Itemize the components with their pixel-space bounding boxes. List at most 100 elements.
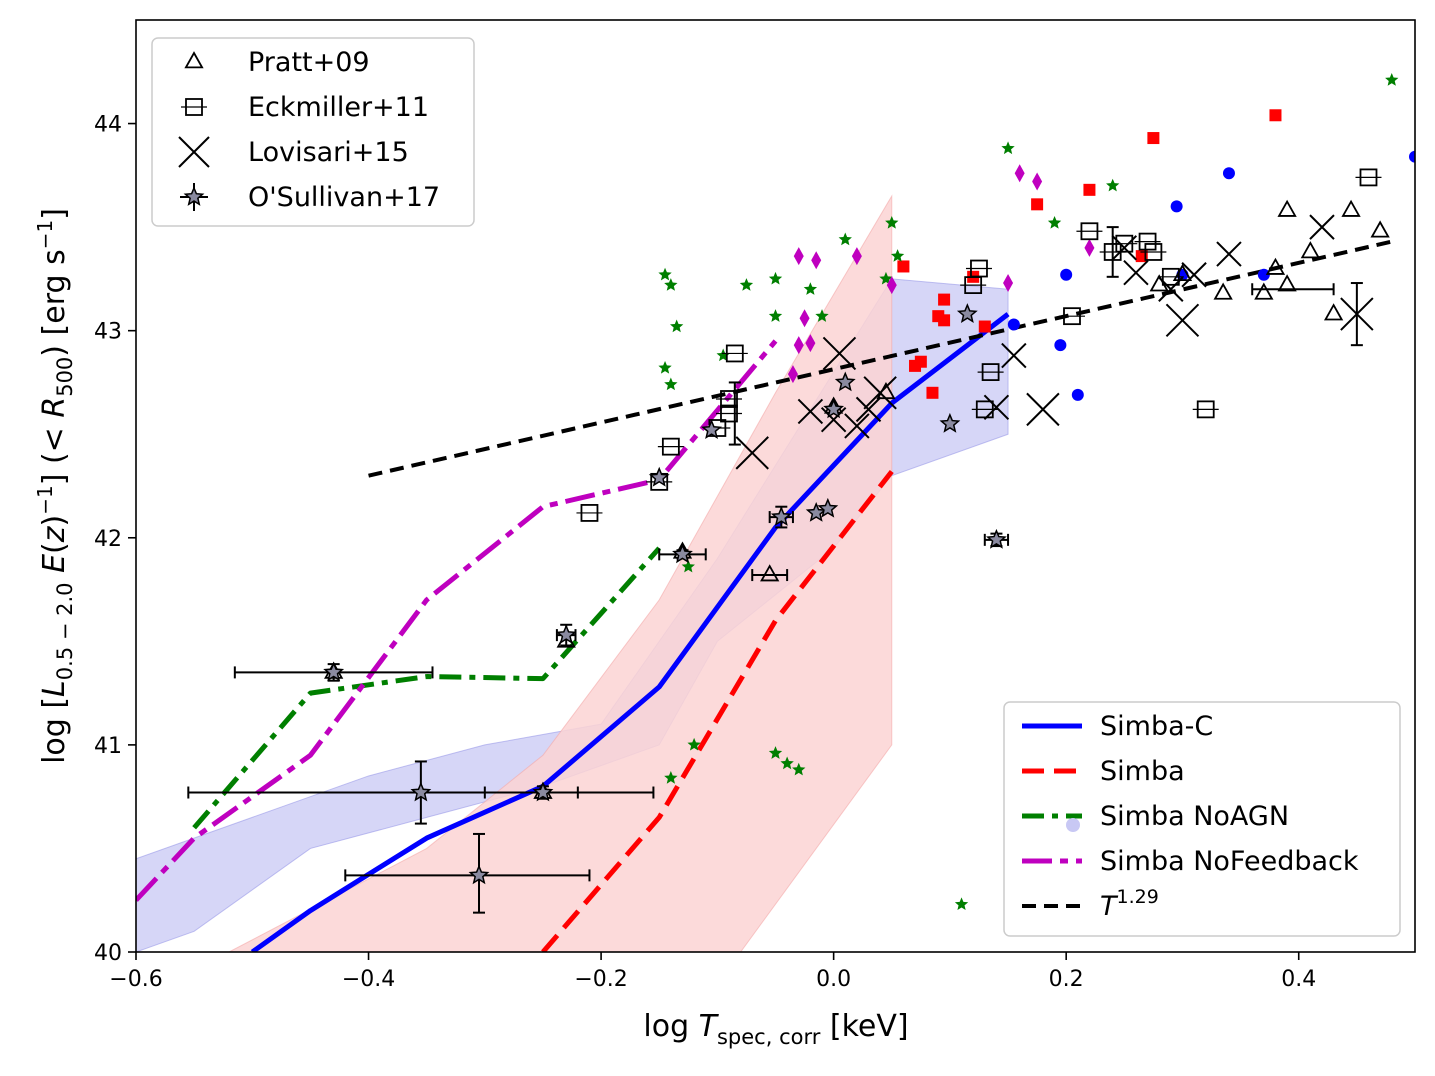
eckmiller11-point <box>1134 232 1161 251</box>
simba-noagn-point <box>716 348 730 362</box>
lovisari15-point <box>735 436 769 470</box>
simba-point <box>1083 183 1096 196</box>
osullivan17-point <box>939 412 961 433</box>
simba-point <box>1269 109 1282 122</box>
simba-noagn-point <box>954 897 969 911</box>
simba-c-point <box>1054 339 1067 352</box>
osullivan17-point <box>410 781 432 802</box>
simba-point <box>938 293 951 306</box>
legend-label: Simba NoFeedback <box>1100 846 1359 877</box>
eckmiller11-point <box>1058 307 1085 326</box>
simba-noagn-point <box>1001 141 1015 155</box>
lovisari15-point <box>855 396 882 423</box>
y-tick-label: 42 <box>94 527 122 552</box>
simba-noagn-point <box>658 267 672 281</box>
osullivan17-point <box>770 506 792 526</box>
x-tick-label: 0.2 <box>1049 967 1084 992</box>
pratt09-point <box>1213 282 1233 300</box>
eckmiller11-point <box>965 259 992 278</box>
legend-simulations: Simba-C Simba Simba NoAGN Simba NoFeedback T… <box>1003 701 1401 937</box>
legend-label: T1.29 <box>1100 886 1159 922</box>
simba-noagn-point <box>838 232 852 246</box>
x-tick-label: −0.6 <box>109 967 162 992</box>
lovisari15-point <box>983 394 1010 421</box>
simba-noagn-point <box>681 559 695 573</box>
legend-marker-eckmiller11 <box>181 98 207 116</box>
pratt09-point <box>1277 199 1297 217</box>
lovisari15-point <box>822 336 857 371</box>
lovisari15-point <box>1181 262 1207 288</box>
lovisari15-point <box>820 407 847 433</box>
eckmiller11-point <box>1157 267 1184 286</box>
eckmiller11-point <box>1192 400 1219 419</box>
legend-label: Lovisari+15 <box>248 137 409 168</box>
osullivan17-point <box>468 864 490 885</box>
pratt09-point <box>760 564 780 582</box>
osullivan17-point <box>532 781 554 802</box>
osullivan17-point <box>823 398 845 419</box>
simba-nofeedback-point <box>811 251 822 270</box>
simba-noagn-point <box>1047 215 1062 229</box>
osullivan17-point <box>834 371 856 392</box>
legend-label: Eckmiller+11 <box>248 92 429 123</box>
y-tick-label: 40 <box>94 941 122 966</box>
legend-observations: Pratt+09 Eckmiller+11 Lovisari+15 O'Sulliva… <box>151 37 475 227</box>
simba-noagn-point <box>739 278 754 291</box>
lovisari15-point <box>1340 297 1374 331</box>
pratt09-point <box>1370 220 1390 238</box>
simba-c-point <box>1170 200 1183 213</box>
simba-noagn-point <box>890 249 905 262</box>
y-axis-label: log [L0.5 − 2.0 E(z)−1] (< R500) [erg s−… <box>33 208 77 764</box>
simba-noagn-point <box>815 309 829 322</box>
simba-noagn-point <box>658 360 672 374</box>
simba-nofeedback-point <box>1084 238 1095 257</box>
x-tick-label: −0.4 <box>342 967 395 992</box>
simba-point <box>914 355 927 368</box>
pratt09-point <box>1323 303 1344 321</box>
line-simba-noagn <box>192 546 662 830</box>
simba-noagn-point <box>803 282 818 295</box>
simba-point <box>1147 132 1160 145</box>
pratt09-point <box>1300 241 1320 259</box>
pratt09-point <box>1277 274 1297 292</box>
simba-noagn-point <box>780 756 794 770</box>
eckmiller11-point <box>1355 168 1382 187</box>
shaded-ranges <box>136 194 1009 952</box>
simba-c-point <box>1257 268 1270 281</box>
legend-marker-pratt09 <box>184 51 204 69</box>
osullivan17-point <box>701 419 722 439</box>
y-tick-label: 44 <box>94 113 122 138</box>
line-simba <box>541 469 894 952</box>
simba-c-point <box>1007 318 1020 331</box>
osullivan17-point <box>956 303 978 323</box>
observation-markers <box>323 168 1390 885</box>
lovisari15-point <box>797 398 824 425</box>
eckmiller11-point <box>715 404 742 423</box>
pratt09-point <box>1265 257 1286 275</box>
simba-noagn-point <box>1385 73 1399 86</box>
simba-noagn-point <box>1106 178 1120 192</box>
pratt09-point <box>1341 199 1361 217</box>
osullivan17-point <box>648 466 670 487</box>
line-simba-c <box>250 312 1010 952</box>
simba-nofeedback-point <box>886 276 897 295</box>
simba-band <box>228 194 893 952</box>
simba-nofeedback-point <box>1003 274 1014 293</box>
osullivan17-point <box>323 661 345 682</box>
lovisari15-point <box>1001 342 1027 369</box>
lovisari15-point <box>1111 235 1138 261</box>
simba-noagn-point <box>664 278 678 291</box>
legend-label: Pratt+09 <box>248 47 370 78</box>
simba-point <box>938 314 951 327</box>
simba-noagn-point <box>768 271 783 285</box>
simba-nofeedback-point <box>793 247 804 266</box>
legend-marker-osullivan17 <box>183 186 205 206</box>
simba-noagn-point <box>792 762 806 776</box>
osullivan17-point <box>672 543 693 564</box>
lovisari15-point <box>1165 303 1200 338</box>
simba-point <box>897 260 910 273</box>
simba-nofeedback-point <box>793 336 804 355</box>
simba-nofeedback-point <box>1032 172 1043 191</box>
simba-noagn-point <box>664 771 678 784</box>
